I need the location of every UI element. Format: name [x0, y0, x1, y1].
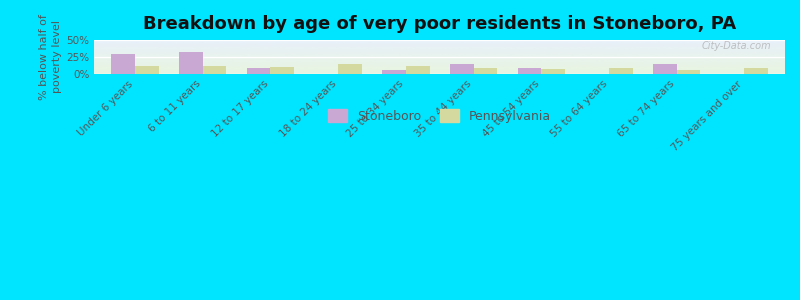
Bar — [542, 69, 565, 74]
Bar — [246, 68, 270, 74]
Bar — [744, 68, 768, 74]
Y-axis label: % below half of
poverty level: % below half of poverty level — [39, 14, 62, 100]
Bar — [677, 70, 700, 74]
Title: Breakdown by age of very poor residents in Stoneboro, PA: Breakdown by age of very poor residents … — [143, 15, 736, 33]
Bar — [338, 64, 362, 74]
Bar — [202, 66, 226, 74]
Bar — [382, 70, 406, 74]
Bar — [135, 66, 158, 74]
Bar — [450, 64, 474, 74]
Text: City-Data.com: City-Data.com — [702, 41, 771, 51]
Legend: Stoneboro, Pennsylvania: Stoneboro, Pennsylvania — [323, 104, 556, 128]
Bar — [653, 64, 677, 74]
Bar — [111, 54, 135, 74]
Bar — [518, 68, 542, 74]
Bar — [609, 68, 633, 74]
Bar — [179, 52, 202, 74]
Bar — [406, 66, 430, 74]
Bar — [270, 67, 294, 74]
Bar — [474, 68, 498, 74]
